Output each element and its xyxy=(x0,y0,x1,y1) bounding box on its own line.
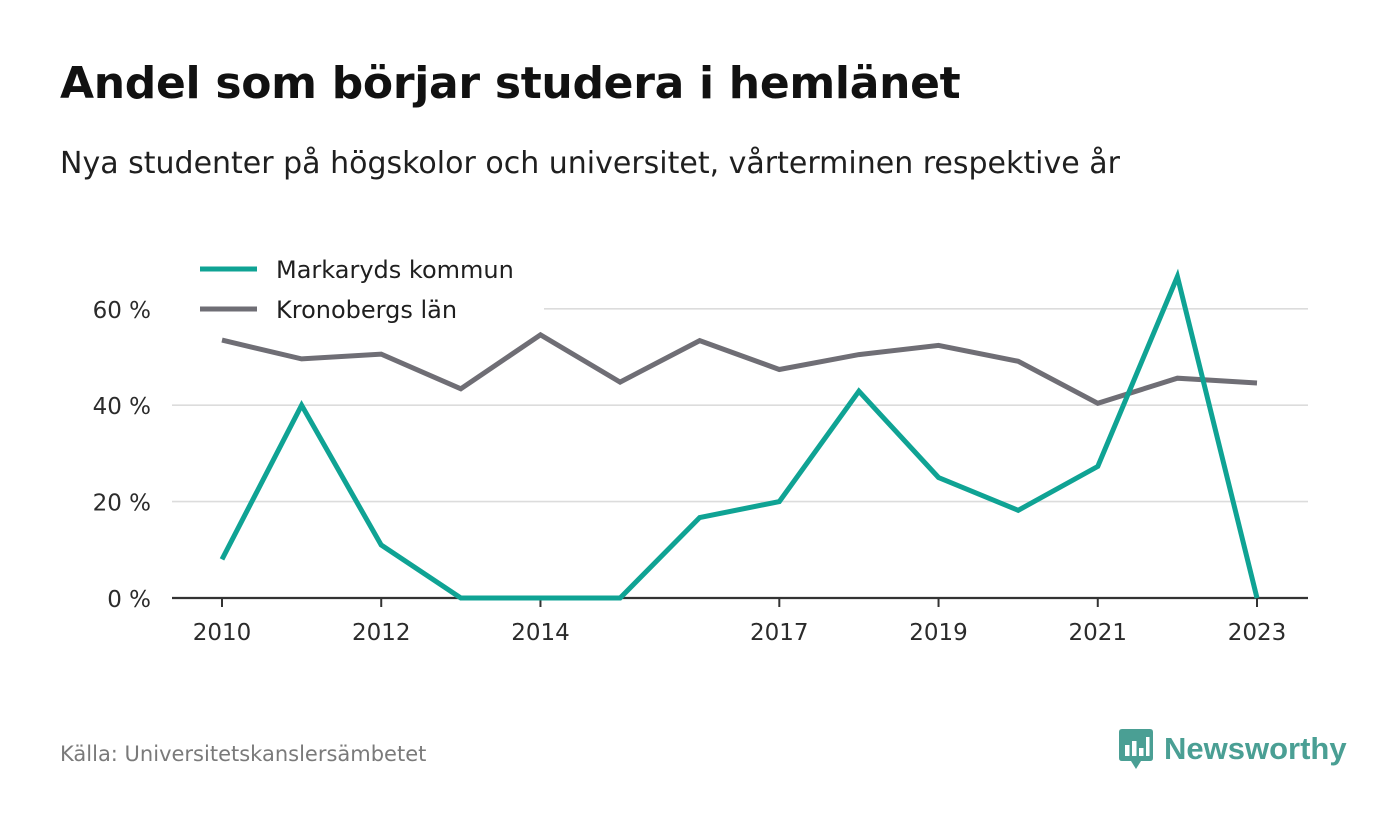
x-tick-label: 2010 xyxy=(193,620,252,646)
newsworthy-logo-icon xyxy=(1119,729,1153,769)
brand-logo: Newsworthy xyxy=(1118,727,1347,771)
y-tick-label: 0 % xyxy=(107,587,151,613)
y-tick-label: 60 % xyxy=(93,298,151,324)
x-tick-label: 2019 xyxy=(909,620,968,646)
x-axis-ticks: 2010 2012 2014 2017 2019 2021 2023 xyxy=(172,596,1308,646)
x-tick-label: 2014 xyxy=(511,620,570,646)
x-tick-label: 2023 xyxy=(1228,620,1287,646)
line-chart: 0 % 20 % 40 % 60 % 2010 2012 2014 2017 2019 2021… xyxy=(92,250,1308,646)
series-lines xyxy=(219,268,1260,601)
source-note: Källa: Universitetskanslersämbetet xyxy=(60,742,427,766)
legend-label: Markaryds kommun xyxy=(276,256,514,284)
legend-label: Kronobergs län xyxy=(276,296,457,324)
series-line-1 xyxy=(221,331,1258,406)
legend: Markaryds kommun Kronobergs län xyxy=(172,250,544,330)
y-tick-label: 40 % xyxy=(93,394,151,420)
chart-subtitle: Nya studenter på högskolor och universit… xyxy=(60,146,1120,181)
x-tick-label: 2012 xyxy=(352,620,411,646)
chart-title: Andel som börjar studera i hemlänet xyxy=(60,58,961,109)
legend-background xyxy=(172,250,544,330)
series-line-0 xyxy=(219,268,1260,601)
brand-name: Newsworthy xyxy=(1164,731,1347,766)
x-tick-label: 2017 xyxy=(750,620,809,646)
x-tick-label: 2021 xyxy=(1068,620,1127,646)
y-axis-ticks: 0 % 20 % 40 % 60 % xyxy=(93,298,151,613)
y-tick-label: 20 % xyxy=(93,491,151,517)
